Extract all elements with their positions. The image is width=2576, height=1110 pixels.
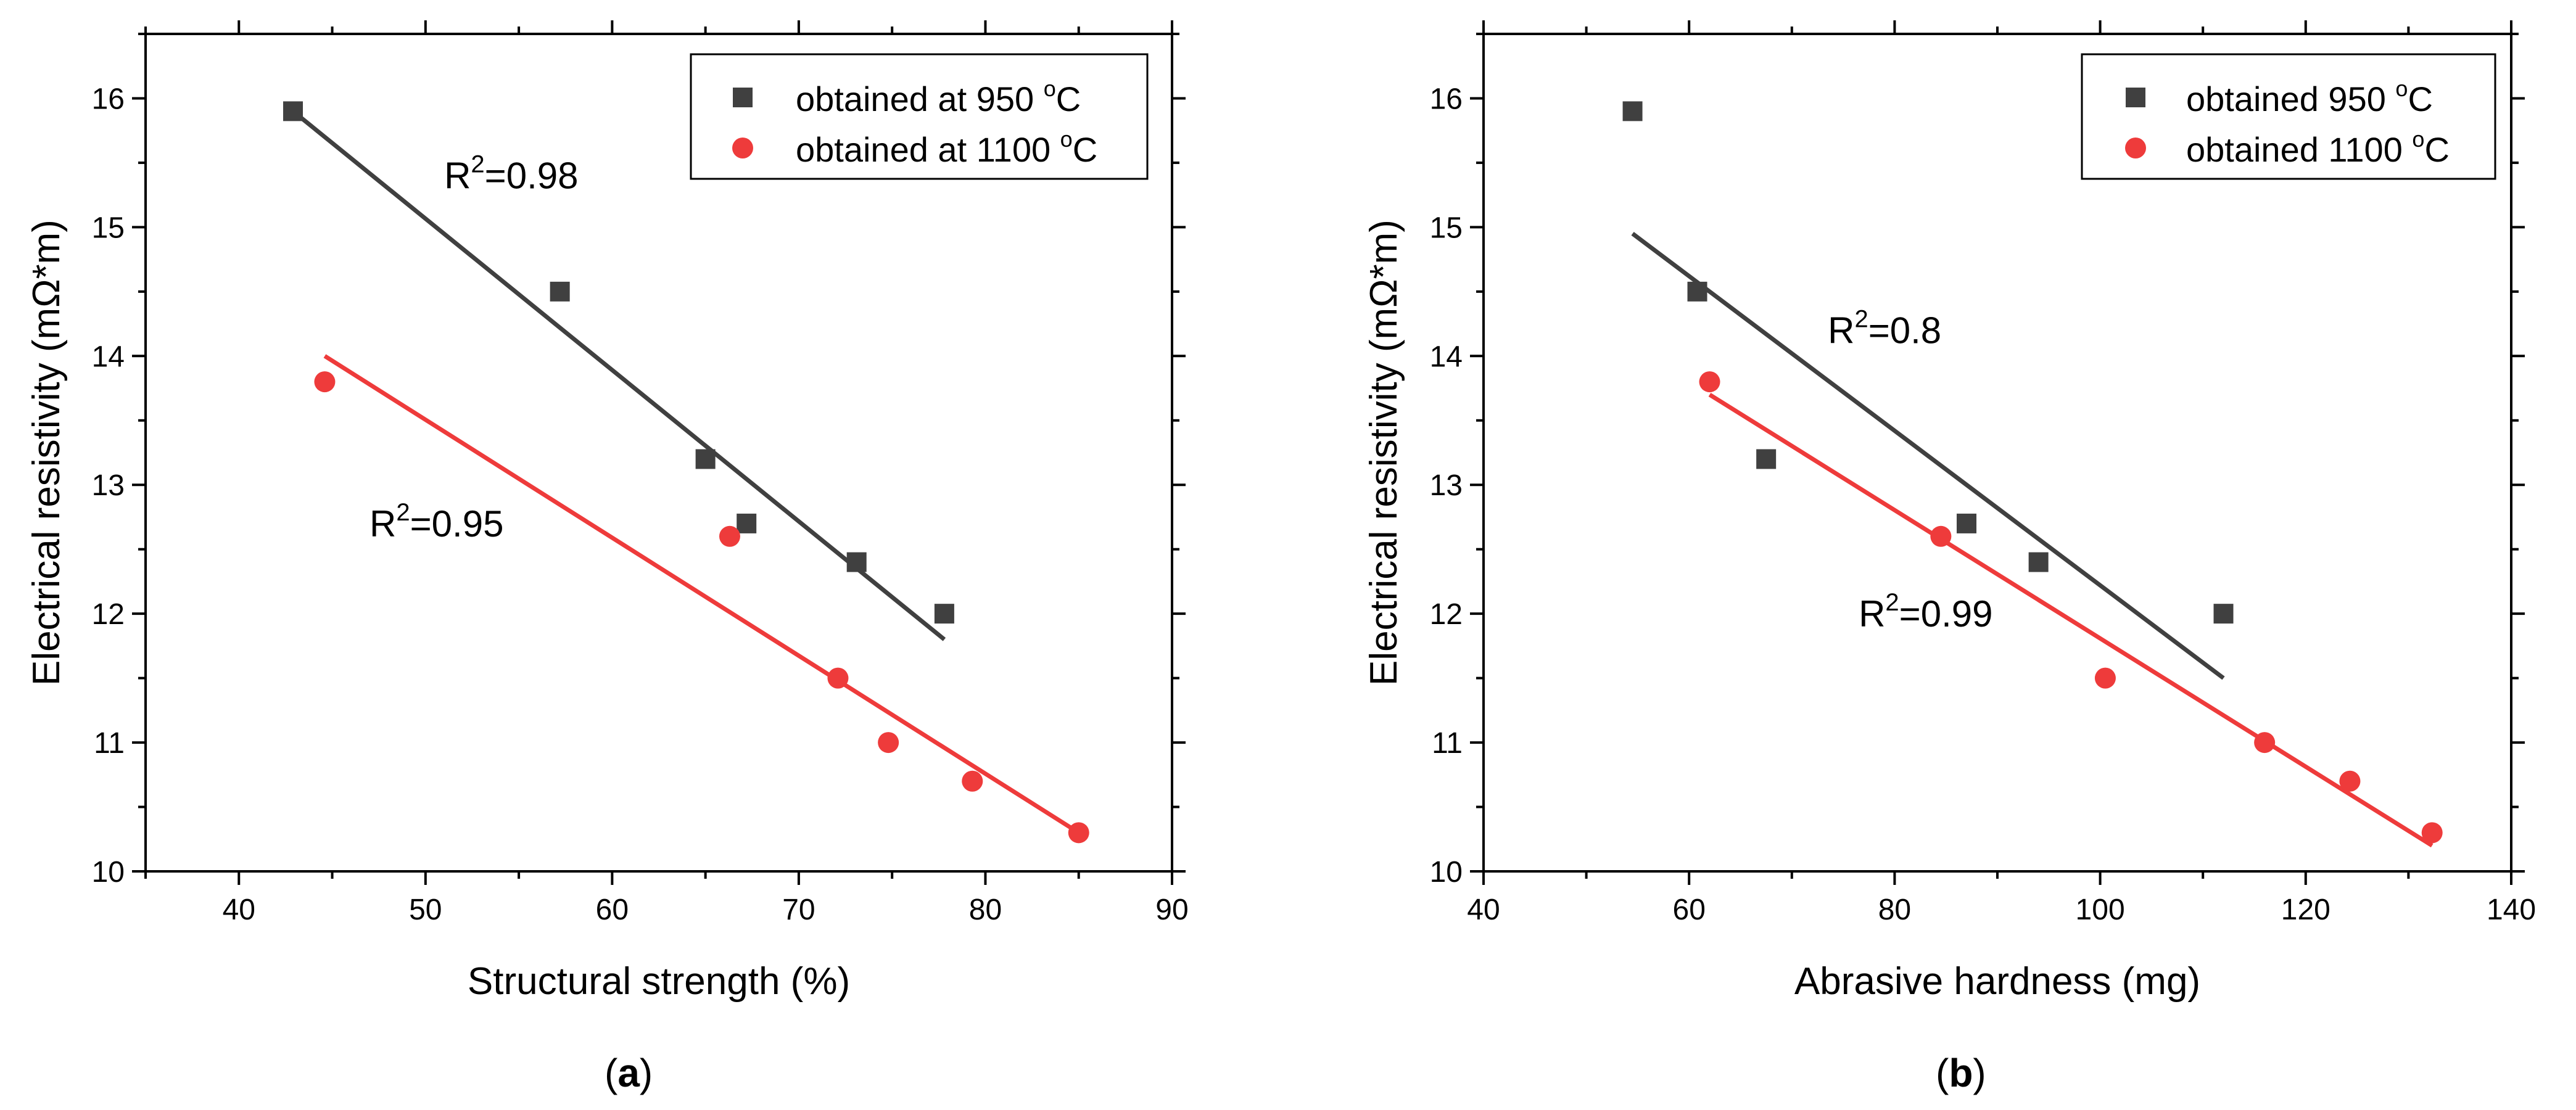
y-tick-label-a: 16: [92, 83, 125, 115]
panel-caption-a: (a): [605, 1051, 653, 1095]
x-tick-label-a: 60: [596, 894, 629, 926]
y-tick-label-a: 15: [92, 212, 125, 244]
x-tick-label-b: 100: [2076, 894, 2125, 926]
data-point-b-950-2: [1756, 449, 1777, 469]
legend-symbol: [733, 88, 753, 107]
data-point-b-1100-4: [2339, 770, 2361, 792]
data-point-b-950-4: [2028, 552, 2049, 572]
y-tick-label-b: 13: [1430, 469, 1463, 502]
y-tick-label-a: 10: [92, 856, 125, 889]
x-tick-label-a: 90: [1155, 894, 1188, 926]
legend-symbol: [2126, 88, 2145, 107]
fit-line-a-950: [291, 109, 946, 641]
x-axis-label-a: Structural strength (%): [468, 960, 850, 1003]
fit-line-b-1100: [1708, 393, 2434, 848]
x-axis-label-b: Abrasive hardness (mg): [1794, 960, 2200, 1003]
data-point-b-950-3: [1957, 513, 1977, 533]
data-point-b-950-1: [1687, 281, 1707, 302]
r2-annotation-b-1100: R2=0.99: [1859, 589, 1992, 635]
y-tick-label-b: 15: [1430, 212, 1463, 244]
legend-box-a: [690, 53, 1149, 180]
legend-marker-a-1100: [732, 138, 753, 158]
legend-label-a-950: obtained at 950 oC: [796, 76, 1081, 118]
data-point-a-1100-3: [878, 732, 899, 754]
legend-label-a-1100: obtained at 1100 oC: [796, 126, 1097, 169]
legend-symbol: [2125, 138, 2146, 158]
data-point-b-950-5: [2213, 604, 2234, 624]
x-tick-label-b: 120: [2281, 894, 2330, 926]
fit-line-b-950: [1631, 232, 2225, 680]
legend-marker-b-1100: [2125, 138, 2146, 158]
r2-annotation-b-950: R2=0.8: [1828, 305, 1941, 351]
legend-box-b: [2081, 53, 2496, 180]
x-tick-label-b: 80: [1878, 894, 1911, 926]
y-tick-label-a: 11: [94, 727, 125, 760]
data-point-b-950-0: [1622, 101, 1643, 121]
x-tick-label-a: 80: [969, 894, 1002, 926]
data-point-b-1100-2: [2094, 667, 2116, 689]
y-axis-label-a: Electrical resistivity (mΩ*m): [25, 220, 68, 686]
y-tick-label-a: 13: [92, 469, 125, 502]
y-tick-label-b: 10: [1430, 856, 1463, 889]
x-tick-label-b: 60: [1673, 894, 1706, 926]
plot-frame-a: [144, 33, 1173, 873]
chart-panel-b: 40 60 80 100 120 140 10 11 12 13 14 15 16 Abrasive h…: [1363, 20, 2536, 1095]
tick-layer-b: 40 60 80 100 120 140 10 11 12 13 14 15 16: [1430, 20, 2536, 926]
x-tick-label-a: 50: [409, 894, 442, 926]
data-point-a-950-0: [283, 101, 303, 121]
y-tick-label-a: 14: [92, 340, 125, 373]
data-point-a-950-4: [846, 552, 867, 572]
legend-symbol: [732, 138, 753, 158]
data-point-a-1100-2: [827, 667, 849, 689]
x-tick-label-a: 40: [223, 894, 255, 926]
y-tick-label-b: 12: [1430, 598, 1463, 631]
y-axis-label-b: Electrical resistivity (mΩ*m): [1363, 220, 1405, 686]
plot-layer-b: [1622, 101, 2443, 848]
panel-caption-b: (b): [1936, 1051, 1986, 1095]
data-point-b-1100-0: [1699, 371, 1720, 393]
data-point-a-950-3: [737, 513, 757, 533]
data-point-b-1100-5: [2421, 822, 2443, 844]
data-point-a-1100-4: [962, 770, 983, 792]
data-point-b-1100-1: [1930, 525, 1952, 547]
x-tick-label-b: 140: [2487, 894, 2536, 926]
data-point-a-1100-5: [1068, 822, 1089, 844]
data-point-b-1100-3: [2254, 732, 2276, 754]
r2-annotation-a-950: R2=0.98: [444, 151, 578, 197]
y-tick-label-a: 12: [92, 598, 125, 631]
legend-label-b-1100: obtained 1100 oC: [2186, 126, 2450, 169]
legend-marker-b-950: [2126, 88, 2145, 107]
legend-a: obtained at 950 oC obtained at 1100 oC: [690, 53, 1149, 180]
plot-layer-a: [283, 101, 1089, 844]
y-tick-label-b: 14: [1430, 340, 1463, 373]
legend-label-b-950: obtained 950 oC: [2186, 76, 2433, 118]
y-tick-label-b: 11: [1432, 727, 1463, 760]
legend-marker-a-950: [733, 88, 753, 107]
x-tick-label-b: 40: [1467, 894, 1500, 926]
data-point-a-950-5: [934, 604, 954, 624]
y-tick-label-b: 16: [1430, 83, 1463, 115]
x-tick-label-a: 70: [782, 894, 815, 926]
r2-annotation-a-1100: R2=0.95: [369, 499, 503, 545]
data-point-a-1100-0: [314, 371, 336, 393]
data-point-a-950-1: [550, 281, 570, 302]
tick-layer-a: 40 50 60 70 80 90 10 11 12 13 14 15 16: [92, 20, 1189, 926]
legend-b: obtained 950 oC obtained 1100 oC: [2081, 53, 2496, 180]
fit-line-a-1100: [323, 354, 1080, 835]
chart-panel-a: 40 50 60 70 80 90 10 11 12 13 14 15 16 Structural st…: [25, 20, 1189, 1095]
data-point-a-1100-1: [719, 525, 740, 547]
data-point-a-950-2: [695, 449, 716, 469]
